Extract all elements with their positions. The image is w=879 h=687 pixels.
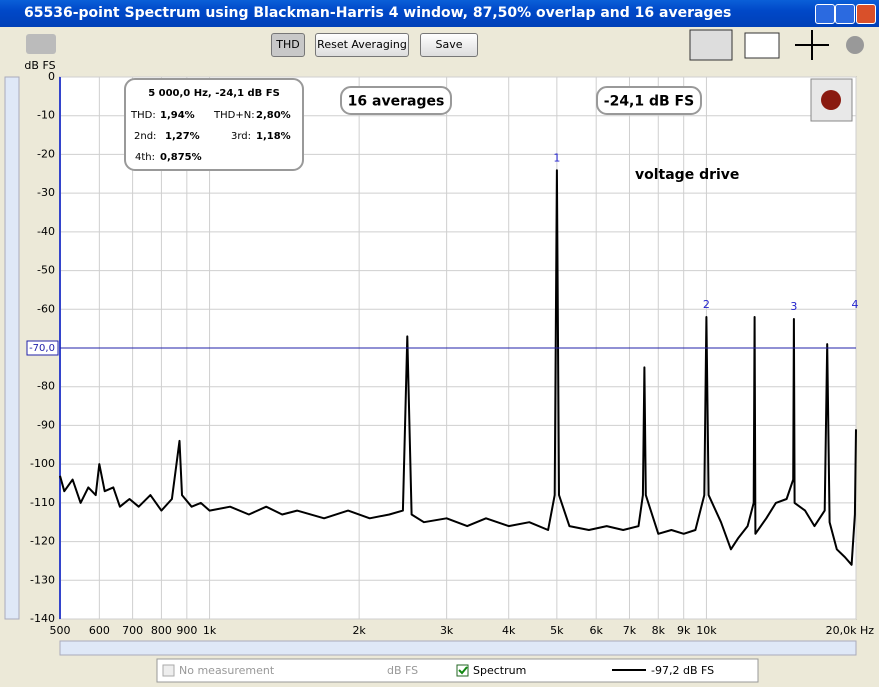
info-value: 0,875% (160, 152, 202, 163)
checkmark (458, 666, 468, 675)
info-label: 4th: (135, 152, 155, 163)
x-tick-label: 900 (176, 624, 197, 637)
save-button[interactable]: Save (420, 33, 478, 57)
level-box-frame (596, 86, 702, 115)
x-tick-label: 2k (352, 624, 366, 637)
y-tick-label: -40 (37, 225, 55, 238)
info-box: 5 000,0 Hz, -24,1 dB FS THD: 1,94% THD+N… (124, 78, 304, 171)
cursor-label-box (26, 340, 59, 356)
y-tick-label: 0 (48, 70, 55, 83)
x-tick-label: 9k (677, 624, 691, 637)
y-tick-label: -60 (37, 302, 55, 315)
info-value: 1,27% (165, 131, 200, 142)
record-dot (821, 90, 841, 110)
info-value: 1,94% (160, 110, 195, 121)
cursor-label: -70,0 (29, 343, 55, 354)
title-bar: 65536-point Spectrum using Blackman-Harr… (0, 0, 879, 27)
x-tick-label: 7k (623, 624, 637, 637)
settings-icon[interactable] (846, 36, 864, 54)
x-tick-label: 6k (590, 624, 604, 637)
x-tick-label: 10k (696, 624, 717, 637)
x-tick-label: 5k (550, 624, 564, 637)
y-tick-label: -120 (30, 535, 55, 548)
window-title: 65536-point Spectrum using Blackman-Harr… (24, 5, 732, 21)
info-frame (124, 78, 304, 171)
info-label: 3rd: (231, 131, 251, 142)
info-value: 1,18% (256, 131, 291, 142)
y-tick-label: -110 (30, 496, 55, 509)
harmonic-marker: 1 (553, 151, 560, 164)
y-axis-label: dB FS (24, 59, 55, 72)
averages-box-frame (340, 86, 452, 115)
vertical-scrollbar[interactable] (4, 76, 20, 620)
info-label: THD+N: (213, 110, 255, 121)
maximize-button[interactable] (835, 4, 855, 24)
close-button[interactable] (856, 4, 876, 24)
y-tick-label: -80 (37, 380, 55, 393)
x-tick-label: 4k (502, 624, 516, 637)
spectrum-line (59, 169, 857, 566)
info-value: 2,80% (256, 110, 291, 121)
y-tick-label: -100 (30, 457, 55, 470)
legend-readout: -97,2 dB FS (651, 664, 714, 677)
info-label: THD: (130, 110, 156, 121)
x-tick-label: 700 (122, 624, 143, 637)
x-tick-label: 800 (151, 624, 172, 637)
minimize-button[interactable] (815, 4, 835, 24)
legend-unit: dB FS (387, 664, 418, 677)
thd-button[interactable]: THD (271, 33, 305, 57)
y-tick-label: -30 (37, 186, 55, 199)
x-tick-label: 8k (652, 624, 666, 637)
averages-box: 16 averages (348, 94, 445, 110)
info-label: 2nd: (134, 131, 156, 142)
harmonic-marker: 4 (852, 298, 859, 311)
zoom-icon[interactable] (795, 30, 829, 60)
horizontal-scrollbar[interactable] (59, 640, 857, 656)
y-tick-label: -140 (30, 612, 55, 625)
harmonic-marker: 3 (790, 300, 797, 313)
y-tick-label: -20 (37, 147, 55, 160)
layout-icon[interactable] (689, 29, 733, 61)
camera-icon[interactable] (26, 34, 56, 54)
x-tick-label: 500 (50, 624, 71, 637)
level-box: -24,1 dB FS (604, 94, 694, 110)
x-tick-label: 3k (440, 624, 454, 637)
grid-icon[interactable] (744, 32, 780, 59)
checkbox (456, 664, 469, 677)
legend-item: No measurement (179, 664, 275, 677)
x-tick-label: 20,0k Hz (826, 624, 875, 637)
annotation: voltage drive (635, 167, 739, 183)
reset-averaging-button[interactable]: Reset Averaging (315, 33, 409, 57)
harmonic-marker: 2 (703, 298, 710, 311)
y-tick-label: -130 (30, 573, 55, 586)
x-tick-label: 600 (89, 624, 110, 637)
checkbox (162, 664, 175, 677)
y-tick-label: -50 (37, 264, 55, 277)
info-header: 5 000,0 Hz, -24,1 dB FS (148, 88, 280, 99)
y-tick-label: -10 (37, 109, 55, 122)
legend-entry: Spectrum (473, 664, 526, 677)
y-tick-label: -90 (37, 418, 55, 431)
x-tick-label: 1k (203, 624, 217, 637)
